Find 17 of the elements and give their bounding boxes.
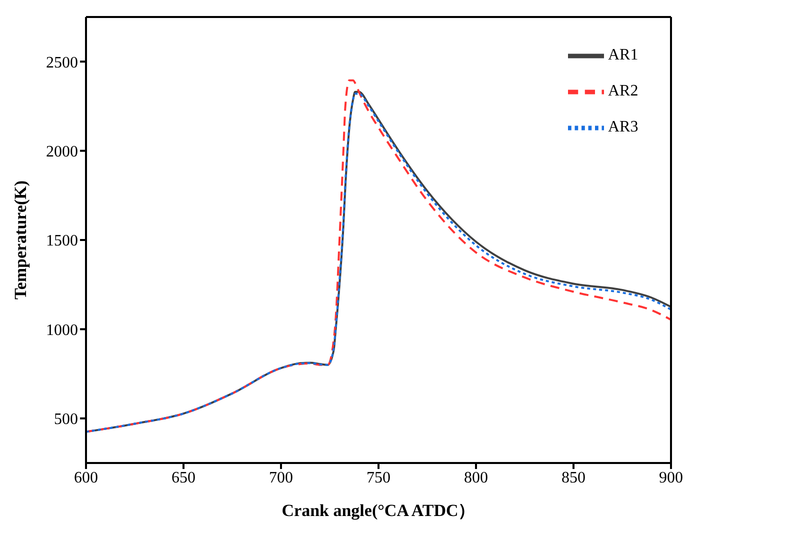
x-tick-label: 700 <box>269 469 293 486</box>
y-tick-label: 500 <box>54 411 78 428</box>
y-tick-label: 2000 <box>46 143 78 160</box>
x-tick-label: 800 <box>464 469 488 486</box>
legend-label: AR1 <box>608 46 638 64</box>
x-axis-title: Crank angle(°CA ATDC） <box>282 501 476 520</box>
y-tick-label: 2500 <box>46 54 78 72</box>
legend-label: AR3 <box>608 118 638 136</box>
y-tick-label: 1500 <box>46 232 78 250</box>
x-tick-label: 850 <box>562 469 586 486</box>
y-tick-label: 1000 <box>46 322 78 339</box>
x-tick-label: 600 <box>74 469 98 486</box>
x-tick-label: 900 <box>659 469 683 486</box>
legend-label: AR2 <box>608 82 638 100</box>
x-tick-label: 750 <box>366 469 390 486</box>
y-axis-title: Temperature(K) <box>11 180 30 300</box>
x-tick-label: 650 <box>172 469 196 486</box>
